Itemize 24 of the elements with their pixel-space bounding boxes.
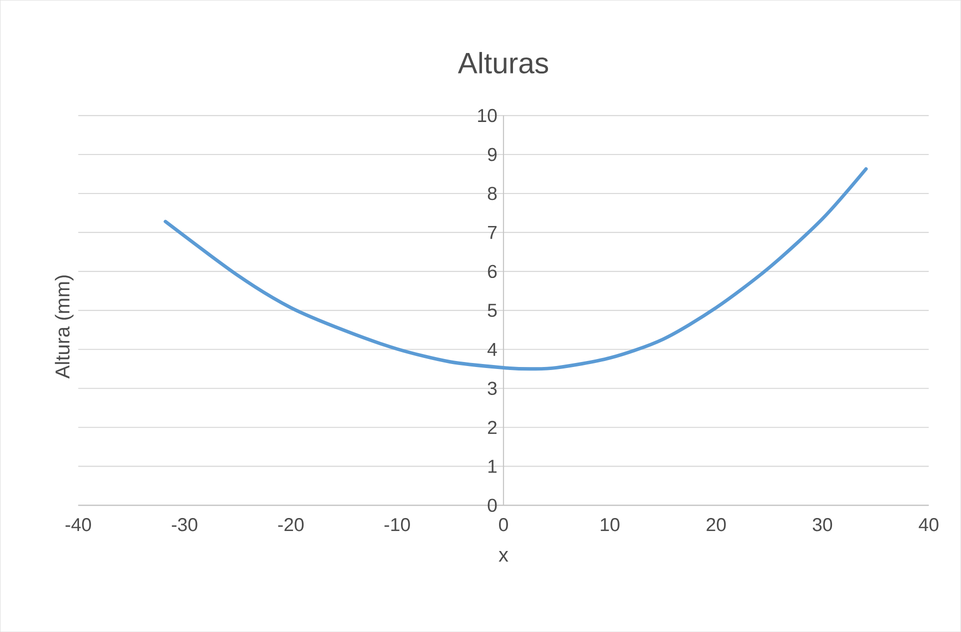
chart-title: Alturas bbox=[458, 52, 548, 74]
y-tick-label: 5 bbox=[488, 304, 497, 317]
line-series bbox=[164, 167, 868, 371]
y-tick-label: 7 bbox=[488, 226, 497, 239]
y-tick-label: 2 bbox=[488, 420, 497, 434]
x-tick-label: -30 bbox=[172, 518, 198, 532]
y-tick-label: 4 bbox=[487, 342, 497, 356]
y-tick-label: 9 bbox=[488, 148, 497, 162]
x-tick-label: 10 bbox=[600, 518, 620, 532]
y-tick-label: 3 bbox=[488, 382, 497, 395]
x-tick-label: -10 bbox=[384, 518, 410, 532]
x-axis-title: x bbox=[498, 550, 508, 562]
y-tick-label: 6 bbox=[488, 264, 497, 278]
y-tick-label: 1 bbox=[488, 460, 497, 473]
x-tick-label: 30 bbox=[812, 518, 832, 532]
x-tick-label: -20 bbox=[278, 518, 304, 532]
y-axis-title: Altura (mm) bbox=[54, 275, 74, 378]
y-tick-label: 8 bbox=[488, 186, 497, 200]
x-tick-label: 20 bbox=[706, 518, 726, 532]
x-tick-label: 0 bbox=[499, 518, 508, 532]
x-tick-label: -40 bbox=[66, 518, 91, 532]
x-tick-label: 40 bbox=[918, 518, 938, 532]
y-tick-label: 10 bbox=[478, 108, 497, 122]
y-tick-label: 0 bbox=[488, 498, 497, 512]
